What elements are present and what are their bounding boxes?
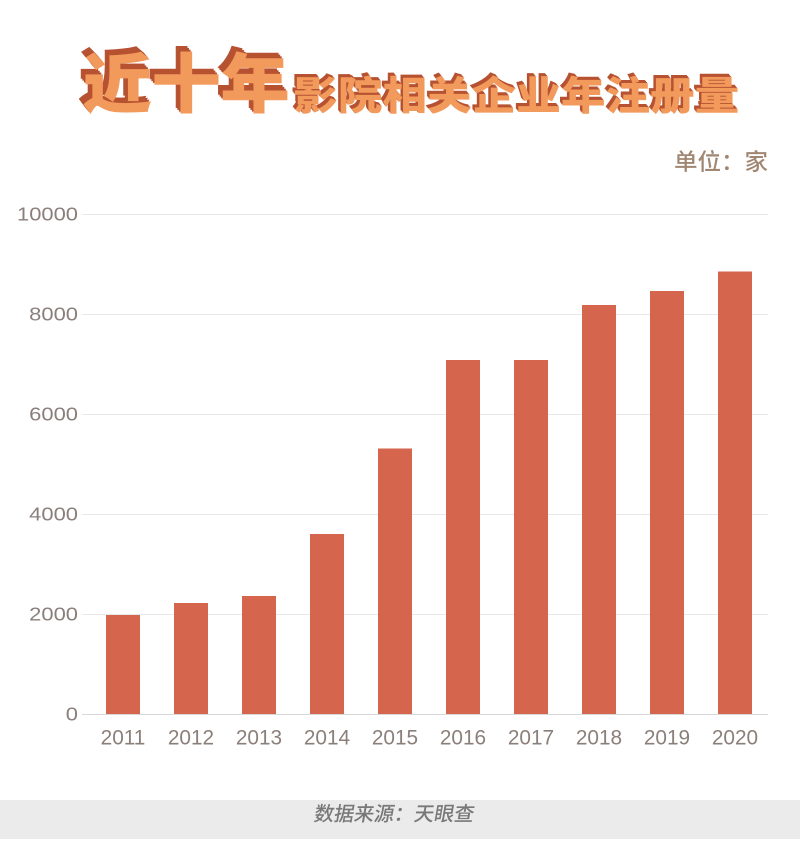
svg-text:2016: 2016	[440, 727, 486, 750]
svg-text:2018: 2018	[576, 727, 622, 750]
svg-text:2000: 2000	[29, 604, 78, 624]
svg-text:10000: 10000	[17, 204, 78, 224]
svg-text:2015: 2015	[372, 727, 418, 750]
svg-text:2011: 2011	[101, 727, 146, 750]
svg-text:2017: 2017	[508, 727, 554, 750]
svg-text:0: 0	[66, 704, 78, 724]
svg-text:2012: 2012	[168, 727, 214, 750]
svg-text:2019: 2019	[644, 727, 690, 750]
svg-text:2020: 2020	[712, 727, 758, 750]
svg-text:2013: 2013	[236, 727, 282, 750]
svg-text:8000: 8000	[29, 304, 78, 324]
svg-text:4000: 4000	[29, 504, 78, 524]
svg-text:2014: 2014	[304, 727, 350, 750]
svg-text:6000: 6000	[29, 404, 78, 424]
